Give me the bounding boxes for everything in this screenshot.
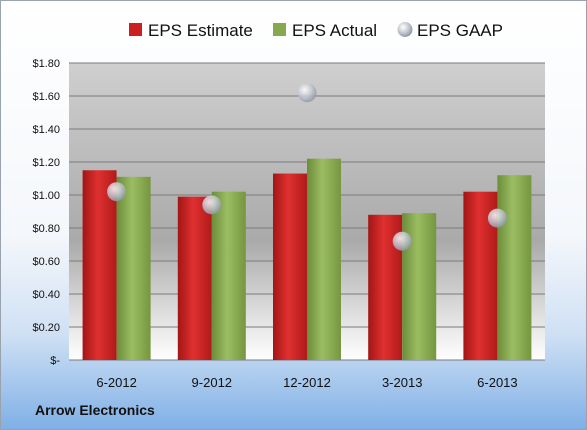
legend-swatch (273, 23, 286, 36)
x-axis-categories: 6-2012 9-2012 12-2012 3-2013 6-2013 (96, 375, 517, 390)
point-eps-gaap (297, 83, 317, 103)
bar-eps-estimate (273, 173, 307, 360)
legend-swatch (129, 23, 142, 36)
bar-eps-actual (116, 176, 151, 360)
y-tick-label: $1.60 (32, 91, 60, 103)
y-tick-label: $0.20 (32, 322, 60, 334)
company-label: Arrow Electronics (35, 402, 155, 418)
bar-eps-actual (211, 191, 246, 360)
y-tick-label: $1.20 (32, 157, 60, 169)
y-tick-label: $1.80 (32, 58, 60, 70)
y-tick-label: $0.80 (32, 223, 60, 235)
legend-label: EPS Actual (292, 21, 377, 40)
y-tick-label: $0.40 (32, 289, 60, 301)
x-category-label: 3-2013 (382, 375, 422, 390)
x-category-label: 9-2012 (192, 375, 232, 390)
legend-label: EPS GAAP (417, 21, 503, 40)
bar-eps-estimate (177, 196, 212, 360)
bar-eps-actual (307, 158, 341, 360)
legend-swatch (397, 22, 413, 37)
bar-series (82, 158, 532, 360)
x-category-label: 6-2012 (96, 375, 136, 390)
legend: EPS Estimate EPS Actual EPS GAAP (129, 21, 503, 40)
y-tick-label: $- (50, 355, 60, 367)
gaap-points (107, 83, 507, 251)
x-category-label: 12-2012 (283, 375, 331, 390)
y-tick-label: $1.00 (32, 190, 60, 202)
y-tick-label: $1.40 (32, 124, 60, 136)
x-category-label: 6-2013 (477, 375, 517, 390)
point-eps-gaap (487, 208, 507, 228)
point-eps-gaap (202, 195, 222, 215)
bar-eps-actual (497, 175, 532, 360)
point-eps-gaap (107, 182, 127, 202)
y-tick-label: $0.60 (32, 256, 60, 268)
point-eps-gaap (392, 231, 412, 251)
legend-label: EPS Estimate (148, 21, 253, 40)
y-axis-ticks: $- $0.20 $0.40 $0.60 $0.80 $1.00 $1.20 $1.40 $1.… (32, 58, 60, 367)
bar-eps-estimate (82, 170, 117, 360)
